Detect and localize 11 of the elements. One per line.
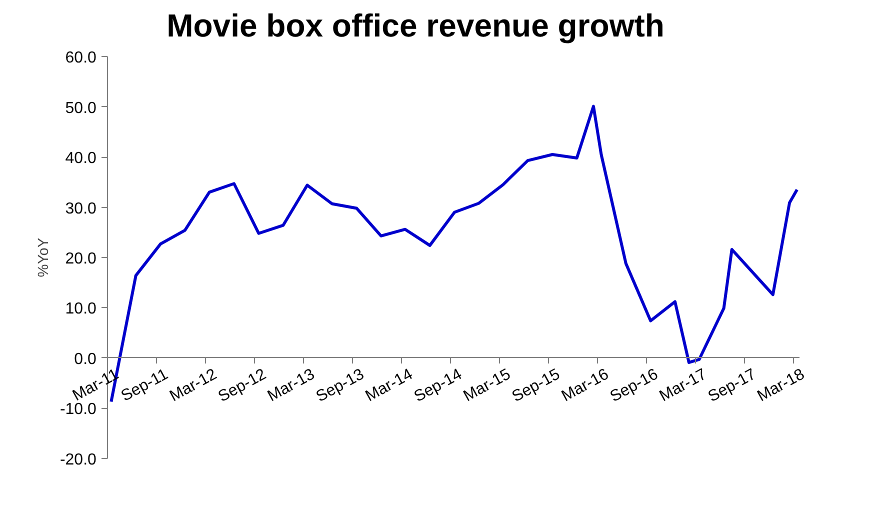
y-tick-label: 20.0: [65, 250, 97, 268]
chart-title: Movie box office revenue growth: [166, 8, 664, 44]
y-tick-label: -20.0: [60, 451, 97, 468]
y-axis-title: %YoY: [36, 238, 52, 278]
y-tick-label: -10.0: [60, 401, 97, 418]
y-tick-label: 40.0: [65, 150, 97, 168]
y-tick-label: 0.0: [74, 350, 97, 368]
y-tick-label: 30.0: [65, 200, 97, 218]
y-tick-label: 50.0: [65, 100, 97, 117]
y-tick-label: 10.0: [65, 300, 97, 318]
y-tick-label: 60.0: [65, 50, 97, 67]
